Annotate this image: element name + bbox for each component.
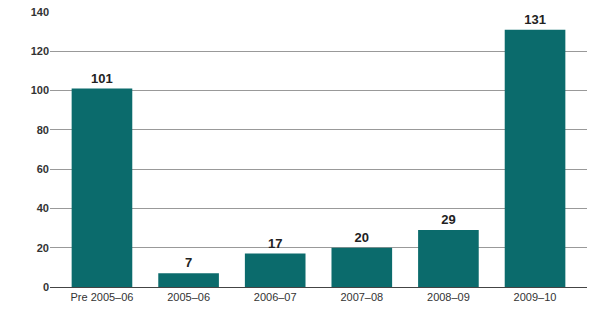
svg-text:29: 29: [441, 212, 455, 227]
svg-text:2008–09: 2008–09: [427, 291, 470, 303]
svg-text:2006–07: 2006–07: [254, 291, 297, 303]
svg-text:Pre 2005–06: Pre 2005–06: [70, 291, 133, 303]
svg-text:40: 40: [37, 202, 49, 214]
svg-text:140: 140: [31, 6, 49, 18]
svg-text:0: 0: [43, 281, 49, 293]
svg-text:20: 20: [355, 230, 369, 245]
svg-text:2009–10: 2009–10: [514, 291, 557, 303]
svg-text:101: 101: [91, 71, 113, 86]
svg-text:2007–08: 2007–08: [340, 291, 383, 303]
svg-text:60: 60: [37, 163, 49, 175]
svg-text:20: 20: [37, 242, 49, 254]
svg-text:17: 17: [268, 236, 282, 251]
svg-text:120: 120: [31, 45, 49, 57]
svg-text:7: 7: [185, 255, 192, 270]
svg-text:80: 80: [37, 124, 49, 136]
svg-text:2005–06: 2005–06: [167, 291, 210, 303]
svg-text:100: 100: [31, 84, 49, 96]
svg-text:131: 131: [524, 12, 546, 27]
